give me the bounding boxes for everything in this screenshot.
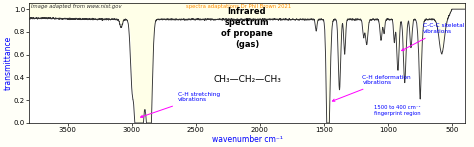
- Text: 1500 to 400 cm⁻¹
fingerprint region: 1500 to 400 cm⁻¹ fingerprint region: [374, 105, 420, 116]
- Text: C-H stretching
vibrations: C-H stretching vibrations: [140, 92, 220, 117]
- Y-axis label: transmittance: transmittance: [3, 36, 12, 90]
- Text: spectra adaptations Dr Phil Brown 2021: spectra adaptations Dr Phil Brown 2021: [186, 4, 292, 9]
- Text: Image adapted from www.nist.gov: Image adapted from www.nist.gov: [31, 4, 122, 9]
- Text: Infrared
spectrum
of propane
(gas): Infrared spectrum of propane (gas): [221, 7, 273, 49]
- Text: C-H deformation
vibrations: C-H deformation vibrations: [332, 75, 411, 101]
- Text: CH₃—CH₂—CH₃: CH₃—CH₂—CH₃: [213, 75, 281, 85]
- X-axis label: wavenumber cm⁻¹: wavenumber cm⁻¹: [211, 135, 283, 143]
- Text: C-C-C skeletal
vibrations: C-C-C skeletal vibrations: [401, 23, 464, 51]
